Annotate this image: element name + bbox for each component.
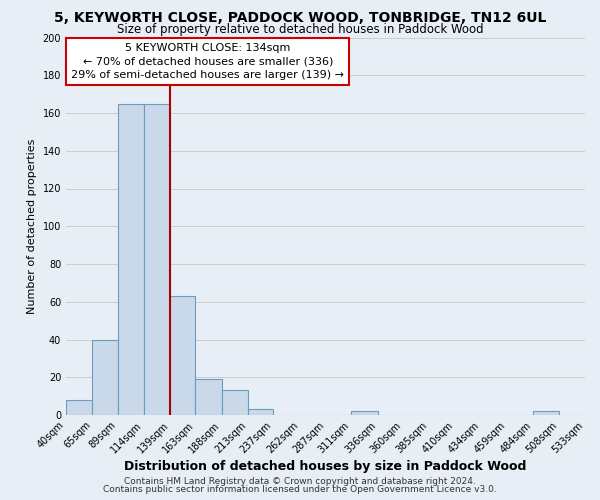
Bar (144, 104, 170, 415)
Bar (196, 379, 222, 415)
Bar (248, 410, 274, 415)
Text: 5 KEYWORTH CLOSE: 134sqm
← 70% of detached houses are smaller (336)
29% of semi-: 5 KEYWORTH CLOSE: 134sqm ← 70% of detach… (71, 43, 344, 80)
Bar (66, 400, 92, 415)
Text: Size of property relative to detached houses in Paddock Wood: Size of property relative to detached ho… (116, 22, 484, 36)
Bar (351, 411, 377, 415)
Bar (92, 340, 118, 415)
Y-axis label: Number of detached properties: Number of detached properties (27, 138, 37, 314)
Bar (222, 390, 248, 415)
Text: Contains HM Land Registry data © Crown copyright and database right 2024.: Contains HM Land Registry data © Crown c… (124, 477, 476, 486)
Bar (533, 411, 559, 415)
Bar (118, 104, 144, 415)
Text: 5, KEYWORTH CLOSE, PADDOCK WOOD, TONBRIDGE, TN12 6UL: 5, KEYWORTH CLOSE, PADDOCK WOOD, TONBRID… (54, 12, 546, 26)
X-axis label: Distribution of detached houses by size in Paddock Wood: Distribution of detached houses by size … (124, 460, 527, 473)
Text: Contains public sector information licensed under the Open Government Licence v3: Contains public sector information licen… (103, 485, 497, 494)
Bar (170, 296, 196, 415)
